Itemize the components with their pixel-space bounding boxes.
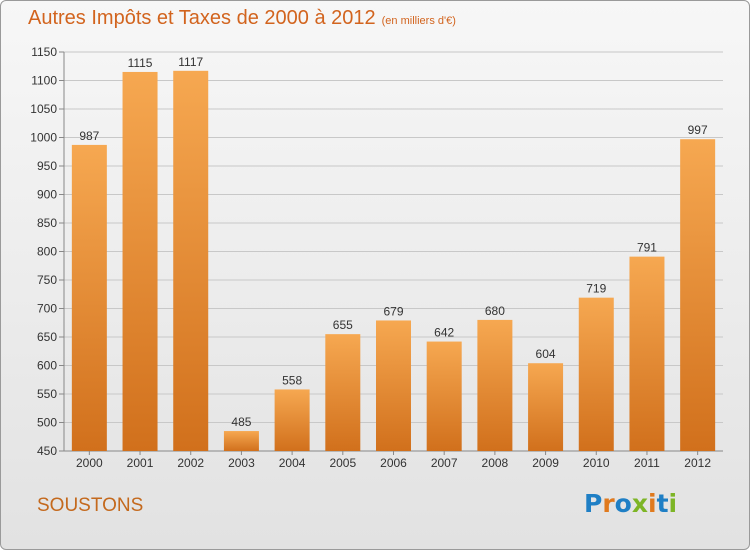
chart-subtitle: (en milliers d'€) <box>381 15 456 27</box>
proxiti-logo: Proxiti <box>584 489 677 518</box>
x-tick-label: 2007 <box>431 456 458 470</box>
bar-value-label: 485 <box>231 415 251 429</box>
y-tick-label: 1100 <box>31 74 57 88</box>
bar-value-label: 558 <box>282 373 302 387</box>
x-tick-label: 2011 <box>634 456 660 470</box>
y-tick-label: 550 <box>37 387 57 401</box>
logo-letter: P <box>584 489 603 518</box>
logo-letter: r <box>602 489 615 518</box>
bar <box>325 334 361 451</box>
logo-letter: t <box>656 489 669 518</box>
x-tick-label: 2002 <box>177 456 204 470</box>
x-tick-label: 2000 <box>76 456 103 470</box>
x-tick-label: 2003 <box>228 456 255 470</box>
y-tick-label: 1050 <box>30 102 57 116</box>
bar <box>71 144 107 451</box>
y-tick-label: 800 <box>37 245 57 259</box>
bar <box>173 70 209 451</box>
logo-letter: i <box>648 489 657 518</box>
y-tick-label: 700 <box>37 302 57 316</box>
bar <box>223 431 259 451</box>
y-tick-label: 900 <box>37 188 57 202</box>
bar-value-label: 680 <box>485 304 505 318</box>
x-tick-label: 2006 <box>380 456 407 470</box>
x-tick-label: 2009 <box>532 456 559 470</box>
y-tick-label: 1150 <box>31 45 57 59</box>
logo-letter: x <box>631 489 648 518</box>
bar-value-label: 719 <box>586 282 606 296</box>
x-tick-label: 2004 <box>279 456 306 470</box>
y-tick-label: 500 <box>37 416 57 430</box>
bar-value-label: 604 <box>536 347 556 361</box>
y-tick-label: 1000 <box>30 131 57 145</box>
y-tick-label: 650 <box>37 330 57 344</box>
bar <box>426 341 462 451</box>
logo-letter: i <box>668 489 678 518</box>
bar-value-label: 987 <box>79 129 99 143</box>
bar <box>528 363 564 451</box>
chart-title-text: Autres Impôts et Taxes de 2000 à 2012 <box>28 7 376 29</box>
bar-value-label: 1117 <box>178 55 203 69</box>
y-tick-label: 750 <box>37 273 57 287</box>
chart-title: Autres Impôts et Taxes de 2000 à 2012 (en… <box>28 7 456 30</box>
bar-value-label: 655 <box>333 318 353 332</box>
bar <box>578 297 614 451</box>
logo-letter: o <box>614 489 632 518</box>
bar-value-label: 1115 <box>128 56 153 70</box>
bar-value-label: 679 <box>383 304 403 318</box>
bar <box>122 71 158 451</box>
x-tick-label: 2012 <box>684 456 711 470</box>
commune-name: SOUSTONS <box>37 495 144 516</box>
x-tick-label: 2008 <box>482 456 509 470</box>
bar <box>680 139 716 451</box>
x-tick-label: 2010 <box>583 456 610 470</box>
y-tick-label: 950 <box>37 159 57 173</box>
x-tick-label: 2001 <box>127 456 154 470</box>
bar-value-label: 791 <box>637 241 657 255</box>
x-tick-label: 2005 <box>329 456 356 470</box>
bar <box>477 319 513 451</box>
bar <box>274 389 310 451</box>
bar-value-label: 642 <box>434 326 454 340</box>
bar-value-label: 997 <box>688 123 708 137</box>
y-tick-label: 850 <box>37 216 57 230</box>
bar <box>629 256 665 451</box>
y-tick-label: 450 <box>37 444 57 458</box>
y-tick-label: 600 <box>37 359 57 373</box>
bar <box>376 320 411 451</box>
